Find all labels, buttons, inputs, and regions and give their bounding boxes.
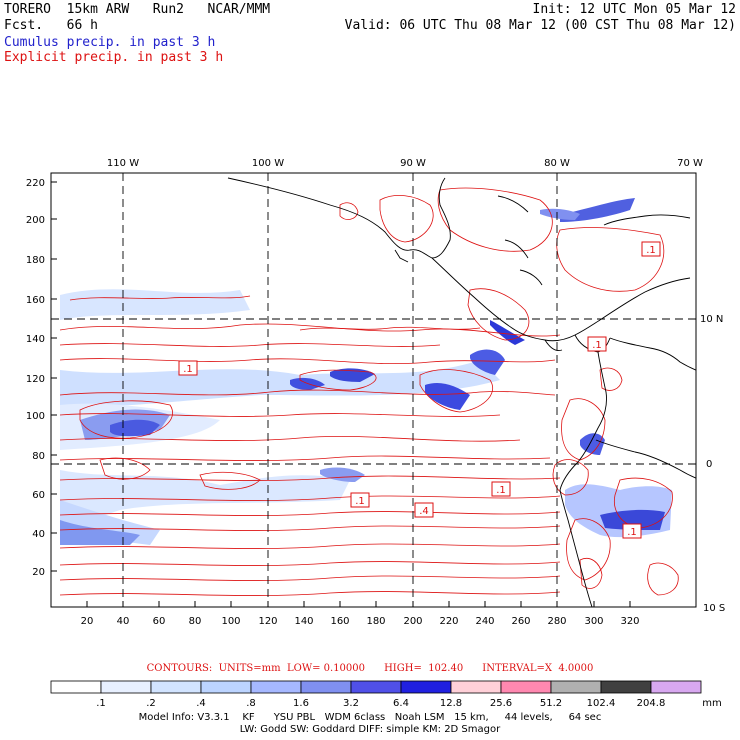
- legend-bin-label: 25.6: [490, 698, 512, 709]
- lat-label: 0: [706, 459, 712, 470]
- lat-lon-grid: [51, 173, 696, 607]
- y-tick-label: 80: [32, 451, 45, 462]
- y-tick-label: 20: [32, 567, 45, 578]
- legend-swatch: [200, 680, 252, 694]
- x-tick-label: 300: [584, 616, 603, 627]
- legend-swatch: [100, 680, 152, 694]
- legend-swatch: [400, 680, 452, 694]
- lon-label: 110 W: [107, 158, 139, 169]
- legend-swatch: [450, 680, 502, 694]
- x-tick-label: 240: [475, 616, 494, 627]
- contour-label-text: .4: [419, 506, 429, 517]
- axis-ticks: [51, 181, 631, 607]
- x-tick-label: 260: [511, 616, 530, 627]
- contour-label-text: .1: [627, 527, 637, 538]
- legend-swatch: [650, 680, 702, 694]
- run-title: TORERO 15km ARW Run2 NCAR/MMM: [4, 2, 271, 17]
- contour-label: .1: [641, 241, 661, 257]
- legend-bin-label: .8: [246, 698, 256, 709]
- contour-info: CONTOURS: UNITS=mm LOW= 0.10000 HIGH= 10…: [146, 663, 594, 674]
- contour-label-text: .1: [355, 496, 365, 507]
- lat-label: 10 N: [700, 314, 723, 325]
- legend-swatch: [500, 680, 552, 694]
- contour-label: .1: [178, 360, 198, 376]
- x-tick-labels: 20 40 60 80 100 120 140 160 180 200 220 …: [81, 616, 640, 627]
- contour-label: .1: [587, 336, 607, 352]
- x-tick-label: 160: [330, 616, 349, 627]
- x-tick-label: 220: [439, 616, 458, 627]
- x-tick-label: 140: [294, 616, 313, 627]
- y-tick-label: 60: [32, 490, 45, 501]
- legend-swatch: [50, 680, 102, 694]
- legend-bin-label: .4: [196, 698, 206, 709]
- x-tick-label: 280: [547, 616, 566, 627]
- legend-bin-label: .2: [146, 698, 156, 709]
- contour-label-text: .1: [646, 245, 656, 256]
- legend-swatch: [550, 680, 602, 694]
- contour-label: .1: [491, 481, 511, 497]
- x-tick-label: 100: [221, 616, 240, 627]
- legend-bin-label: .1: [96, 698, 106, 709]
- legend-bin-label: 51.2: [540, 698, 562, 709]
- init-time: Init: 12 UTC Mon 05 Mar 12: [532, 2, 737, 17]
- x-tick-label: 20: [81, 616, 94, 627]
- legend-swatch: [150, 680, 202, 694]
- y-tick-label: 120: [26, 374, 45, 385]
- y-tick-label: 100: [26, 411, 45, 422]
- legend-swatch: [350, 680, 402, 694]
- x-tick-label: 80: [189, 616, 202, 627]
- lat-labels: 10 N 0 10 S: [700, 314, 725, 614]
- lon-label: 90 W: [400, 158, 426, 169]
- lon-label: 100 W: [252, 158, 284, 169]
- map-frame: [50, 172, 697, 608]
- valid-time: Valid: 06 UTC Thu 08 Mar 12 (00 CST Thu …: [344, 18, 736, 33]
- legend-swatch: [300, 680, 352, 694]
- y-tick-label: 140: [26, 334, 45, 345]
- lat-label: 10 S: [703, 603, 725, 614]
- legend-swatch: [600, 680, 652, 694]
- y-tick-label: 180: [26, 255, 45, 266]
- y-tick-label: 160: [26, 295, 45, 306]
- legend-bin-label: 102.4: [587, 698, 616, 709]
- lon-labels: 110 W 100 W 90 W 80 W 70 W: [107, 158, 703, 169]
- contour-label: .1: [622, 523, 642, 539]
- contour-labels: .1 .1 .1 .4 .1 .1 .1: [178, 241, 661, 539]
- model-info-physics: LW: Godd SW: Goddard DIFF: simple KM: 2D…: [239, 724, 501, 735]
- legend-unit: mm: [702, 698, 721, 709]
- lon-label: 80 W: [544, 158, 570, 169]
- legend-bin-labels: .1 .2 .4 .8 1.6 3.2 6.4 12.8 25.6 51.2 1…: [96, 698, 722, 709]
- x-tick-label: 40: [117, 616, 130, 627]
- x-tick-label: 60: [153, 616, 166, 627]
- y-tick-label: 200: [26, 215, 45, 226]
- contour-label: .1: [350, 492, 370, 508]
- y-tick-label: 220: [26, 178, 45, 189]
- model-info: Model Info: V3.3.1 KF YSU PBL WDM 6class…: [138, 712, 602, 723]
- forecast-hour: Fcst. 66 h: [4, 18, 98, 33]
- y-tick-labels: 220 200 180 160 140 120 100 80 60 40 20: [26, 178, 45, 578]
- explicit-label: Explicit precip. in past 3 h: [4, 50, 224, 65]
- lon-label: 70 W: [677, 158, 703, 169]
- contour-label-text: .1: [183, 364, 193, 375]
- contour-label: .4: [414, 502, 434, 518]
- cumulus-label: Cumulus precip. in past 3 h: [4, 35, 216, 50]
- x-tick-label: 180: [366, 616, 385, 627]
- legend-swatch: [250, 680, 302, 694]
- coastlines: [227, 177, 696, 607]
- cumulus-shading: [60, 198, 672, 545]
- x-tick-label: 200: [403, 616, 422, 627]
- contour-label-text: .1: [592, 340, 602, 351]
- legend-bin-label: 1.6: [293, 698, 309, 709]
- y-tick-label: 40: [32, 529, 45, 540]
- legend-bin-label: 204.8: [637, 698, 666, 709]
- legend-bin-label: 12.8: [440, 698, 462, 709]
- x-tick-label: 120: [258, 616, 277, 627]
- legend-bin-label: 3.2: [343, 698, 359, 709]
- legend-bin-label: 6.4: [393, 698, 409, 709]
- x-tick-label: 320: [620, 616, 639, 627]
- contour-label-text: .1: [496, 485, 506, 496]
- color-legend: [50, 680, 702, 694]
